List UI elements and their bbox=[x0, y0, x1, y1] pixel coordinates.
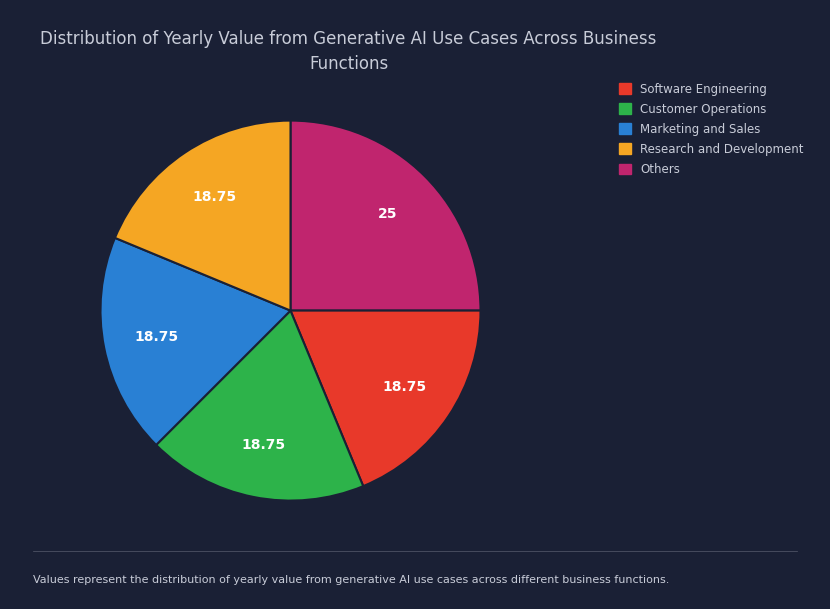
Wedge shape bbox=[290, 311, 481, 486]
Text: 18.75: 18.75 bbox=[193, 190, 237, 204]
Legend: Software Engineering, Customer Operations, Marketing and Sales, Research and Dev: Software Engineering, Customer Operation… bbox=[616, 79, 808, 180]
Text: 18.75: 18.75 bbox=[134, 330, 178, 344]
Wedge shape bbox=[100, 238, 290, 445]
Wedge shape bbox=[290, 121, 481, 311]
Text: 18.75: 18.75 bbox=[242, 438, 286, 452]
Text: 25: 25 bbox=[378, 207, 397, 221]
Text: 18.75: 18.75 bbox=[382, 379, 427, 393]
Wedge shape bbox=[156, 311, 364, 501]
Text: Distribution of Yearly Value from Generative AI Use Cases Across Business
Functi: Distribution of Yearly Value from Genera… bbox=[41, 30, 657, 74]
Text: Values represent the distribution of yearly value from generative AI use cases a: Values represent the distribution of yea… bbox=[33, 575, 670, 585]
Wedge shape bbox=[115, 121, 290, 311]
